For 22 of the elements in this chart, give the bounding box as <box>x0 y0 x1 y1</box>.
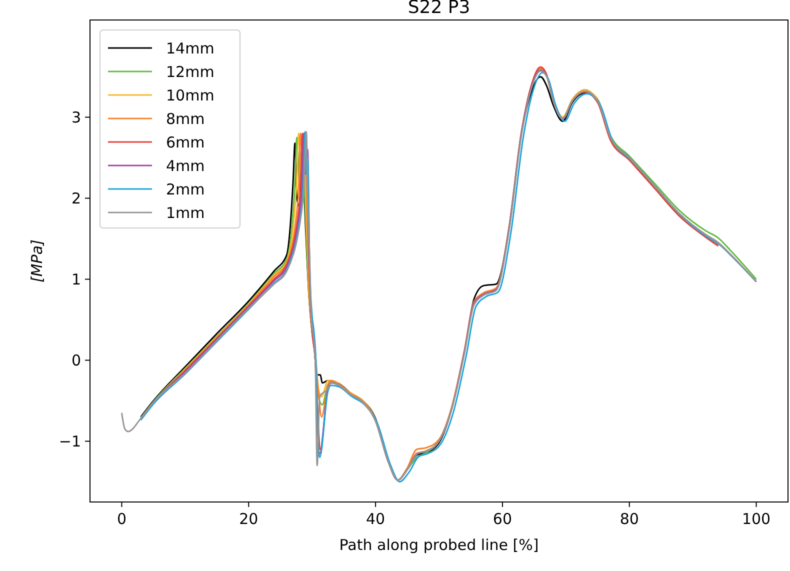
chart-title: S22 P3 <box>408 0 470 18</box>
legend-label: 14mm <box>166 39 214 58</box>
y-tick-label: 0 <box>71 351 81 370</box>
legend-label: 4mm <box>166 156 205 175</box>
x-axis-title: Path along probed line [%] <box>339 536 539 554</box>
x-tick-label: 40 <box>366 510 386 528</box>
x-tick-label: 20 <box>239 510 258 528</box>
legend-label: 10mm <box>166 86 214 104</box>
y-tick-label: 2 <box>71 189 81 208</box>
y-axis-title: [MPa] <box>28 239 46 282</box>
x-tick-label: 100 <box>742 510 771 528</box>
x-tick-label: 80 <box>620 510 639 528</box>
x-tick-label: 0 <box>116 510 126 528</box>
legend-label: 8mm <box>166 110 205 128</box>
x-tick-label: 60 <box>492 510 512 528</box>
legend-label: 1mm <box>166 204 205 222</box>
legend-label: 12mm <box>166 62 214 81</box>
y-tick-label: −1 <box>58 432 81 450</box>
y-tick-label: 3 <box>71 108 81 126</box>
legend-label: 2mm <box>166 180 205 198</box>
legend-label: 6mm <box>166 133 205 152</box>
y-tick-label: 1 <box>71 270 81 288</box>
